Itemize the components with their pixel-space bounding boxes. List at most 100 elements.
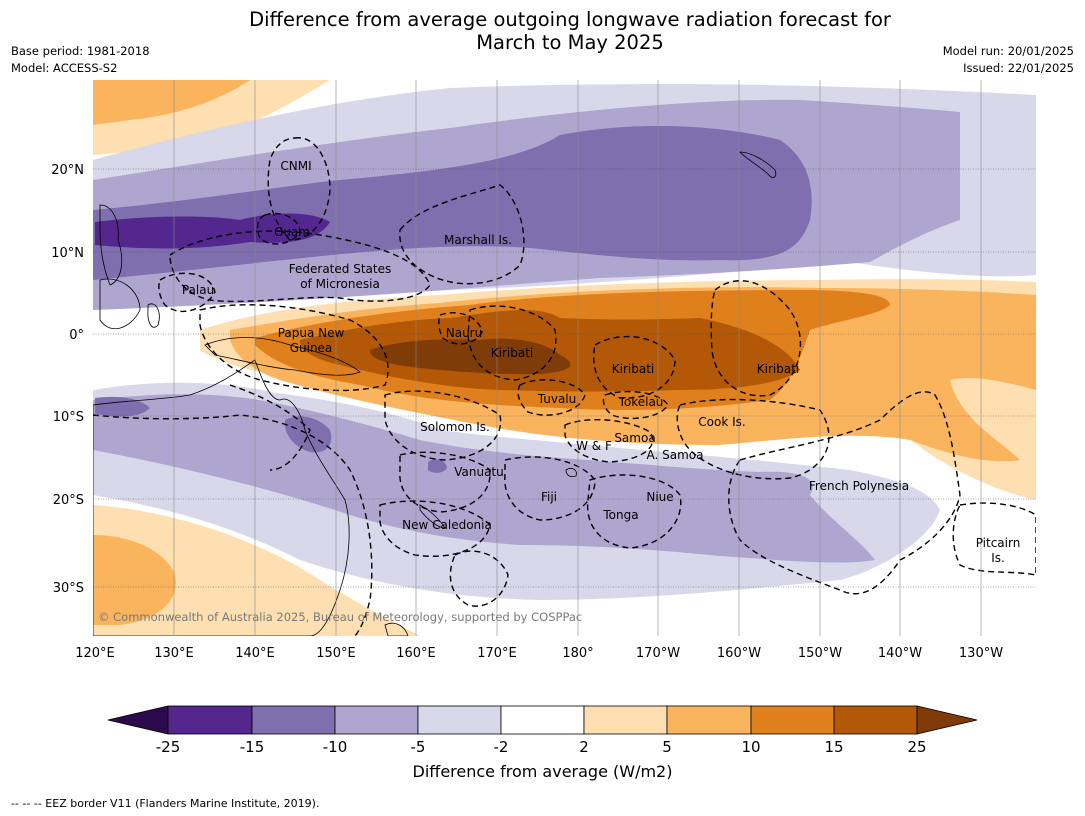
label-french-polynesia: French Polynesia bbox=[809, 479, 909, 493]
eez-png bbox=[199, 304, 389, 392]
colorbar-segment-1 bbox=[167, 705, 253, 735]
colorbar-tick-3: -10 bbox=[323, 738, 348, 756]
colorbar-segment-6 bbox=[583, 705, 668, 735]
eez-fsm bbox=[169, 230, 431, 303]
map-title: Difference from average outgoing longwav… bbox=[0, 8, 1085, 54]
label-tuvalu: Tuvalu bbox=[537, 392, 577, 406]
eez-marshall bbox=[399, 184, 525, 285]
label-pitcairn-line2: Is. bbox=[991, 551, 1005, 565]
colorbar-extend-low bbox=[107, 705, 169, 735]
label-png-line1: Papua New bbox=[278, 326, 345, 340]
y-tick-30s: 30°S bbox=[53, 581, 84, 596]
y-tick-eq: 0° bbox=[69, 328, 84, 343]
label-niue: Niue bbox=[646, 490, 673, 504]
meta-left: Base period: 1981-2018 Model: ACCESS-S2 bbox=[11, 43, 150, 77]
x-tick-140e: 140°E bbox=[235, 646, 275, 661]
x-tick-180: 180° bbox=[562, 646, 593, 661]
label-cnmi: CNMI bbox=[280, 159, 311, 173]
new-zealand-coast bbox=[384, 622, 409, 636]
label-kiribati-central: Kiribati bbox=[612, 362, 654, 376]
label-kiribati-west: Kiribati bbox=[491, 346, 533, 360]
colorbar-segment-5 bbox=[500, 705, 585, 735]
x-tick-120e: 120°E bbox=[75, 646, 115, 661]
colorbar-segment-4 bbox=[417, 705, 502, 735]
eez-solomon bbox=[384, 390, 502, 461]
colorbar-tick-2: -15 bbox=[240, 738, 265, 756]
title-line-2: March to May 2025 bbox=[476, 31, 664, 54]
anomaly-south-light-purple bbox=[93, 394, 875, 563]
x-tick-170e: 170°E bbox=[477, 646, 517, 661]
anomaly-eq-darkest-brown bbox=[370, 338, 571, 375]
eez-footnote: -- -- -- EEZ border V11 (Flanders Marine… bbox=[11, 797, 320, 810]
x-axis-ticks: 120°E 130°E 140°E 150°E 160°E 170°E 180°… bbox=[75, 646, 1003, 661]
map-plot-area: CNMI Guam Marshall Is. Federated States … bbox=[93, 80, 1036, 636]
eez-french-polynesia bbox=[728, 391, 961, 595]
eez-nauru bbox=[438, 312, 483, 345]
colorbar-segment-9 bbox=[833, 705, 918, 735]
label-wallis-futuna: W & F bbox=[576, 439, 612, 453]
eez-cook bbox=[676, 398, 830, 480]
colorbar bbox=[107, 705, 978, 735]
philippines-coast bbox=[99, 204, 123, 286]
model-name: Model: ACCESS-S2 bbox=[11, 61, 118, 75]
colorbar-tick-9: 15 bbox=[824, 738, 843, 756]
label-fiji: Fiji bbox=[541, 490, 557, 504]
y-tick-10n: 10°N bbox=[51, 246, 84, 261]
label-new-caledonia: New Caledonia bbox=[402, 518, 492, 532]
colorbar-tick-8: 10 bbox=[741, 738, 760, 756]
eez-pitcairn bbox=[952, 502, 1036, 576]
colorbar-tick-4: -5 bbox=[411, 738, 426, 756]
label-png-line2: Guinea bbox=[290, 341, 333, 355]
colorbar-tick-1: -25 bbox=[156, 738, 181, 756]
x-tick-150e: 150°E bbox=[316, 646, 356, 661]
anomaly-south-orange bbox=[93, 535, 176, 625]
anomaly-south-purple-2 bbox=[428, 459, 447, 473]
label-tokelau: Tokelau bbox=[618, 395, 664, 409]
hawaii-coast bbox=[739, 151, 777, 178]
fiji-coast bbox=[565, 468, 577, 478]
label-solomon: Solomon Is. bbox=[420, 420, 490, 434]
borneo-coast bbox=[99, 278, 141, 330]
eez-borders bbox=[93, 137, 1036, 636]
anomaly-south-light-orange bbox=[93, 505, 420, 636]
anomaly-north-dark-purple bbox=[95, 213, 330, 249]
eez-wallis-samoa bbox=[564, 418, 654, 463]
colorbar-segment-2 bbox=[251, 705, 336, 735]
eez-tuvalu bbox=[517, 379, 586, 416]
y-tick-10s: 10°S bbox=[53, 410, 84, 425]
label-kiribati-east: Kiribati bbox=[757, 362, 799, 376]
y-tick-20s: 20°S bbox=[53, 493, 84, 508]
title-line-1: Difference from average outgoing longwav… bbox=[249, 8, 891, 31]
colorbar-tick-7: 5 bbox=[662, 738, 672, 756]
label-fsm-line1: Federated States bbox=[289, 262, 391, 276]
x-tick-160w: 160°W bbox=[717, 646, 761, 661]
label-tonga: Tonga bbox=[602, 508, 638, 522]
anomaly-south-purple-3 bbox=[95, 396, 150, 417]
y-axis-ticks: 20°N 10°N 0° 10°S 20°S 30°S bbox=[51, 163, 84, 596]
copyright-notice: © Commonwealth of Australia 2025, Bureau… bbox=[98, 610, 582, 624]
x-tick-140w: 140°W bbox=[878, 646, 922, 661]
eez-png-south bbox=[229, 384, 311, 471]
label-pitcairn-line1: Pitcairn bbox=[976, 536, 1021, 550]
new-guinea-coast bbox=[204, 337, 361, 376]
colorbar-tick-6: 2 bbox=[579, 738, 589, 756]
colorbar-segment-8 bbox=[750, 705, 835, 735]
label-fsm-line2: of Micronesia bbox=[300, 277, 380, 291]
sulawesi-coast bbox=[147, 303, 160, 328]
model-run: Model run: 20/01/2025 bbox=[942, 44, 1074, 58]
eez-new-caledonia bbox=[379, 500, 491, 557]
eez-australia bbox=[93, 414, 373, 636]
x-tick-130e: 130°E bbox=[154, 646, 194, 661]
y-tick-20n: 20°N bbox=[51, 163, 84, 178]
colorbar-segment-3 bbox=[334, 705, 419, 735]
x-tick-130w: 130°W bbox=[959, 646, 1003, 661]
eez-guam bbox=[256, 212, 301, 245]
label-cook: Cook Is. bbox=[698, 415, 745, 429]
colorbar-segment-7 bbox=[666, 705, 752, 735]
region-labels: CNMI Guam Marshall Is. Federated States … bbox=[182, 159, 1020, 565]
eez-norfolk bbox=[449, 550, 509, 607]
label-samoa: Samoa bbox=[614, 431, 655, 445]
gridlines bbox=[173, 80, 982, 636]
anomaly-north-orange bbox=[93, 80, 250, 125]
